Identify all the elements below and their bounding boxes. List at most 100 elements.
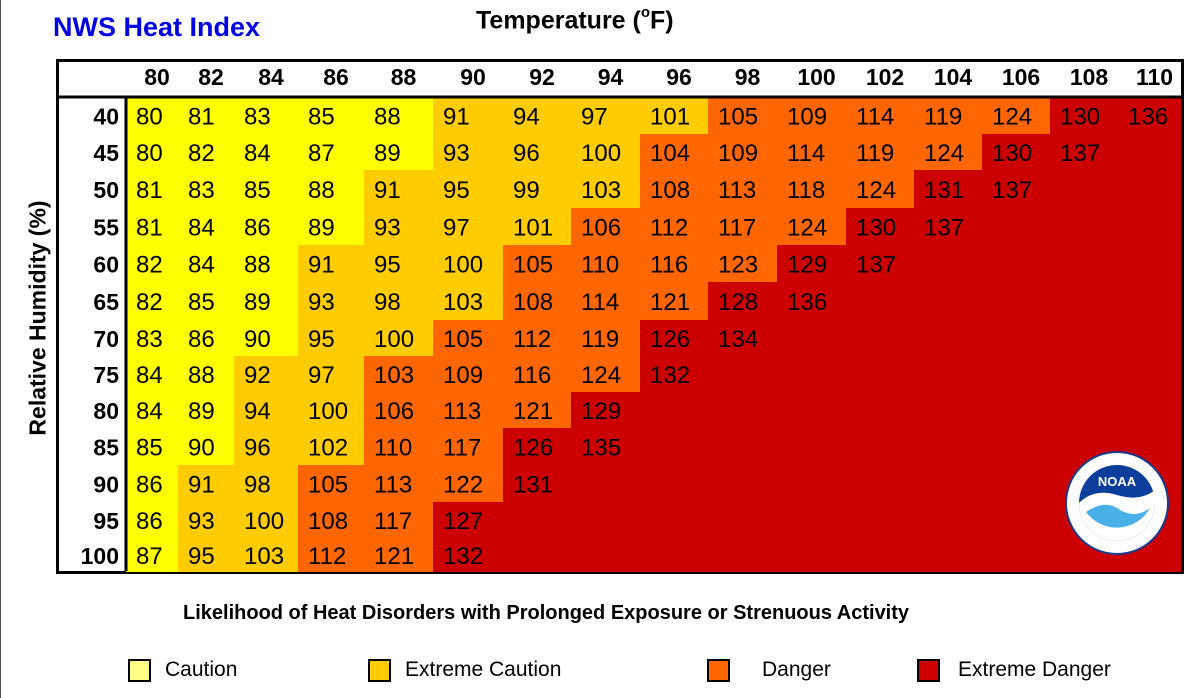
- heat-value-label: 80: [136, 104, 163, 131]
- heat-value-label: 116: [513, 362, 551, 389]
- heat-cell: [571, 134, 640, 170]
- heat-value-label: 103: [244, 543, 284, 570]
- heat-cell: [234, 356, 298, 392]
- heat-value-label: 93: [443, 140, 470, 167]
- heat-value-label: 100: [443, 252, 483, 279]
- temperature-tick-label: 98: [735, 64, 761, 90]
- heat-value-label: 84: [136, 362, 163, 389]
- heat-cell: [1118, 208, 1181, 245]
- heat-value-label: 103: [443, 289, 483, 316]
- heat-cell: [234, 320, 298, 356]
- heat-value-label: 124: [581, 362, 621, 389]
- heat-cell: [178, 538, 234, 572]
- heat-value-label: 85: [244, 177, 271, 204]
- heat-value-label: 96: [244, 435, 271, 462]
- heat-cell: [571, 502, 640, 538]
- heat-value-label: 96: [513, 140, 540, 167]
- heat-value-label: 95: [443, 177, 470, 204]
- temperature-tick-label: 104: [934, 64, 973, 90]
- temperature-tick-label: 80: [144, 64, 170, 90]
- heat-value-label: 105: [513, 252, 553, 279]
- heat-cell: [126, 170, 178, 208]
- heat-cell: [777, 356, 846, 392]
- heat-cell: [708, 538, 777, 572]
- heat-value-label: 129: [787, 252, 827, 279]
- heat-cell: [846, 97, 914, 134]
- heat-cell: [178, 502, 234, 538]
- heat-value-label: 121: [650, 289, 690, 316]
- heat-value-label: 80: [136, 140, 163, 167]
- heat-value-label: 91: [188, 472, 215, 499]
- heat-value-label: 90: [188, 435, 215, 462]
- heat-value-label: 102: [308, 435, 348, 462]
- temperature-tick-label: 110: [1136, 64, 1173, 90]
- heat-cell: [503, 502, 571, 538]
- heat-cell: [571, 320, 640, 356]
- heat-value-label: 132: [443, 543, 483, 570]
- temperature-tick-label: 82: [198, 64, 224, 90]
- heat-value-label: 129: [581, 398, 621, 425]
- heat-value-label: 92: [244, 362, 271, 389]
- heat-cell: [777, 208, 846, 245]
- heat-cell: [777, 428, 846, 465]
- heat-cell: [846, 170, 914, 208]
- temperature-tick-label: 100: [797, 64, 835, 90]
- heat-cell: [914, 356, 982, 392]
- heat-value-label: 88: [374, 104, 401, 131]
- heat-value-label: 130: [856, 215, 896, 242]
- heat-cell: [178, 208, 234, 245]
- legend-item-extreme-caution: Extreme Caution: [368, 655, 561, 685]
- heat-cell: [914, 320, 982, 356]
- heat-value-label: 108: [513, 289, 553, 316]
- heat-cell: [503, 282, 571, 320]
- heat-cell: [298, 356, 364, 392]
- heat-value-label: 87: [136, 543, 163, 570]
- heat-cell: [298, 320, 364, 356]
- heat-cell: [1118, 320, 1181, 356]
- heat-cell: [364, 208, 433, 245]
- humidity-tick-label: 40: [93, 104, 119, 130]
- heat-value-label: 109: [443, 362, 483, 389]
- heat-cell: [503, 465, 571, 502]
- heat-value-label: 88: [244, 252, 271, 279]
- heat-cell: [640, 282, 708, 320]
- heat-cell: [571, 356, 640, 392]
- heat-cell: [846, 320, 914, 356]
- humidity-tick-label: 55: [93, 215, 119, 241]
- heat-cell: [846, 208, 914, 245]
- heat-cell: [298, 392, 364, 428]
- heat-cell: [982, 502, 1050, 538]
- heat-cell: [503, 170, 571, 208]
- heat-value-label: 95: [188, 543, 215, 570]
- heat-cell: [364, 392, 433, 428]
- heat-cell: [708, 282, 777, 320]
- heat-cell: [640, 465, 708, 502]
- heat-cell: [503, 208, 571, 245]
- heat-cell: [126, 282, 178, 320]
- heat-value-label: 112: [513, 326, 551, 353]
- heat-cell: [640, 356, 708, 392]
- heat-value-label: 98: [374, 289, 401, 316]
- heat-cell: [640, 170, 708, 208]
- heat-value-label: 100: [244, 508, 284, 535]
- humidity-tick-label: 45: [93, 140, 119, 166]
- heat-value-label: 91: [308, 252, 335, 279]
- heat-value-label: 109: [718, 140, 758, 167]
- heat-cell: [433, 170, 503, 208]
- heat-value-label: 131: [513, 472, 553, 499]
- heat-value-label: 83: [136, 326, 163, 353]
- heat-cell: [178, 134, 234, 170]
- chart-title: NWS Heat Index: [53, 12, 261, 42]
- heat-cell: [708, 502, 777, 538]
- heat-value-label: 105: [308, 472, 348, 499]
- heat-cell: [298, 502, 364, 538]
- heat-value-label: 124: [992, 104, 1032, 131]
- heat-cell: [640, 97, 708, 134]
- heat-cell: [708, 208, 777, 245]
- heat-value-label: 91: [443, 104, 470, 131]
- heat-cell: [914, 282, 982, 320]
- heat-cell: [777, 282, 846, 320]
- heat-cell: [982, 282, 1050, 320]
- heat-cell: [846, 465, 914, 502]
- heat-cell: [178, 465, 234, 502]
